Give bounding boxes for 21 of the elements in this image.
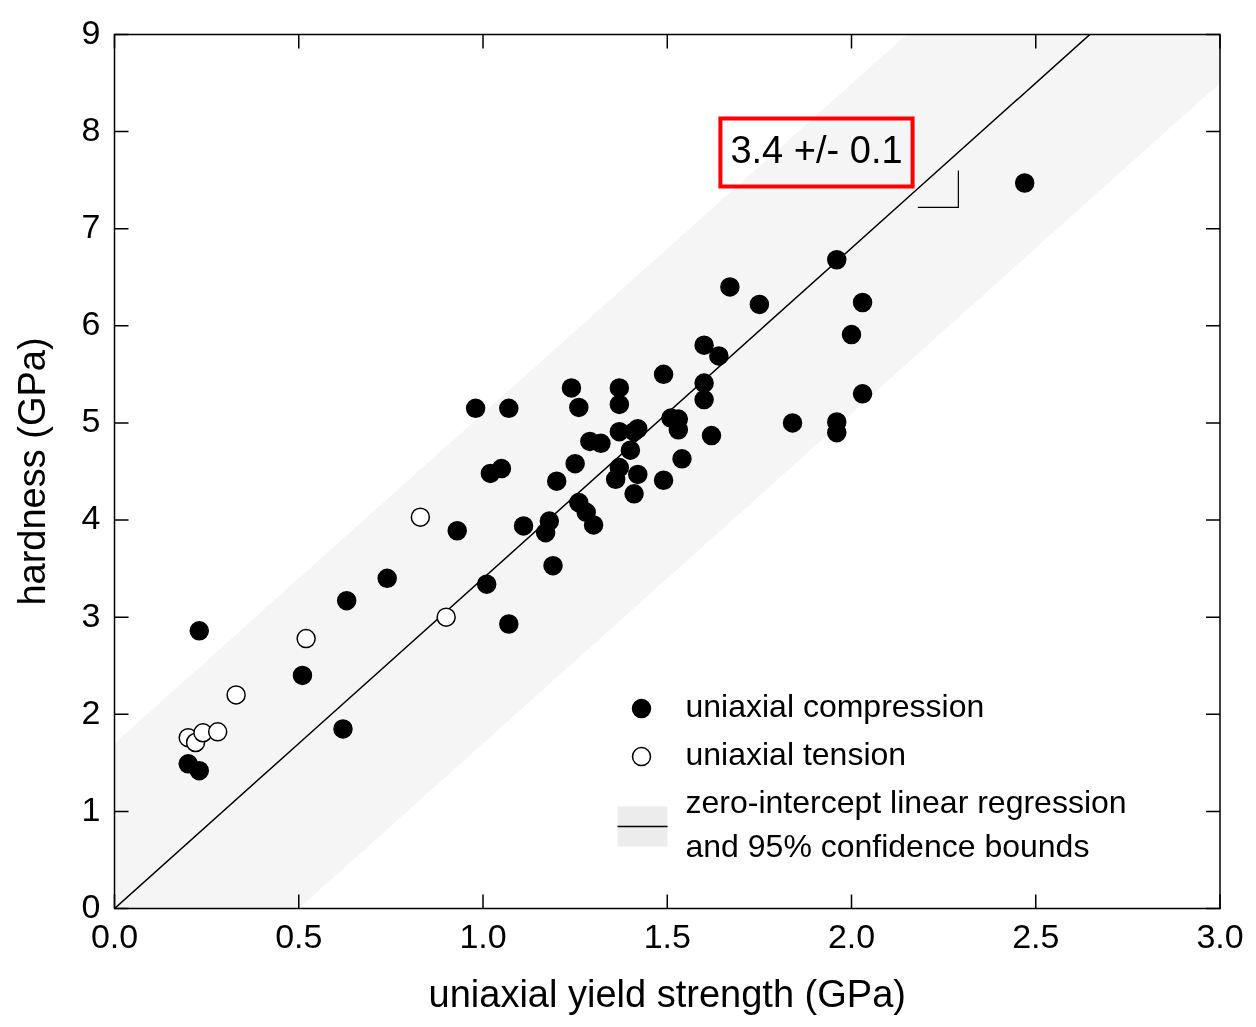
x-tick-label: 0.5 bbox=[275, 917, 323, 956]
legend-label: zero-intercept linear regression and 95% confidence bounds bbox=[685, 784, 1127, 865]
x-axis-title: uniaxial yield strength (GPa) bbox=[428, 972, 906, 1015]
y-tick-label: 4 bbox=[81, 498, 101, 537]
x-tick-label: 3.0 bbox=[1196, 917, 1244, 956]
y-tick-label: 5 bbox=[81, 401, 101, 440]
legend-label: uniaxial tension bbox=[685, 736, 907, 773]
x-tick-label: 2.5 bbox=[1012, 917, 1060, 956]
y-tick-label: 9 bbox=[81, 12, 101, 51]
x-tick-label: 1.0 bbox=[459, 917, 507, 956]
x-tick-label: 2.0 bbox=[827, 917, 876, 956]
y-tick-label: 3 bbox=[81, 595, 101, 634]
x-tick-label: 1.5 bbox=[643, 917, 691, 956]
legend-label: uniaxial compression bbox=[685, 688, 985, 725]
y-tick-label: 2 bbox=[81, 692, 101, 731]
y-tick-label: 8 bbox=[81, 109, 101, 148]
annotation: 3.4 +/- 0.1 bbox=[730, 128, 903, 171]
y-tick-label: 1 bbox=[81, 789, 101, 828]
y-tick-label: 6 bbox=[81, 304, 101, 343]
y-axis-title: hardness (GPa) bbox=[11, 337, 54, 606]
y-tick-label: 7 bbox=[81, 207, 101, 246]
